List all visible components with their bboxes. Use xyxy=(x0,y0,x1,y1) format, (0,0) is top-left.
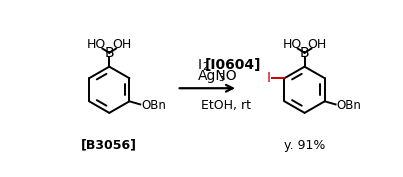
Text: [B3056]: [B3056] xyxy=(81,139,137,152)
Text: OBn: OBn xyxy=(337,99,361,112)
Text: B: B xyxy=(104,46,114,60)
Text: 2: 2 xyxy=(202,62,208,72)
Text: EtOH, rt: EtOH, rt xyxy=(201,99,251,112)
Text: B: B xyxy=(300,46,310,60)
Text: I: I xyxy=(266,71,270,85)
Text: I: I xyxy=(198,58,202,72)
Text: y. 91%: y. 91% xyxy=(284,139,325,152)
Text: AgNO: AgNO xyxy=(198,69,238,83)
Text: [I0604]: [I0604] xyxy=(205,58,262,72)
Text: HO: HO xyxy=(283,38,302,51)
Text: HO: HO xyxy=(87,38,106,51)
Text: OBn: OBn xyxy=(141,99,166,112)
Text: OH: OH xyxy=(112,38,131,51)
Text: 3: 3 xyxy=(218,73,224,83)
Text: OH: OH xyxy=(307,38,326,51)
